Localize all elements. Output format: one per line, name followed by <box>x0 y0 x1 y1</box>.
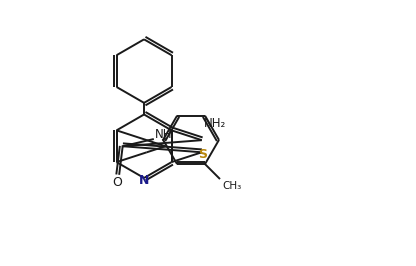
Text: S: S <box>198 148 207 161</box>
Text: CH₃: CH₃ <box>223 181 242 192</box>
Text: O: O <box>112 176 122 189</box>
Text: NH: NH <box>155 128 172 141</box>
Text: N: N <box>139 174 149 187</box>
Text: NH₂: NH₂ <box>204 118 226 130</box>
